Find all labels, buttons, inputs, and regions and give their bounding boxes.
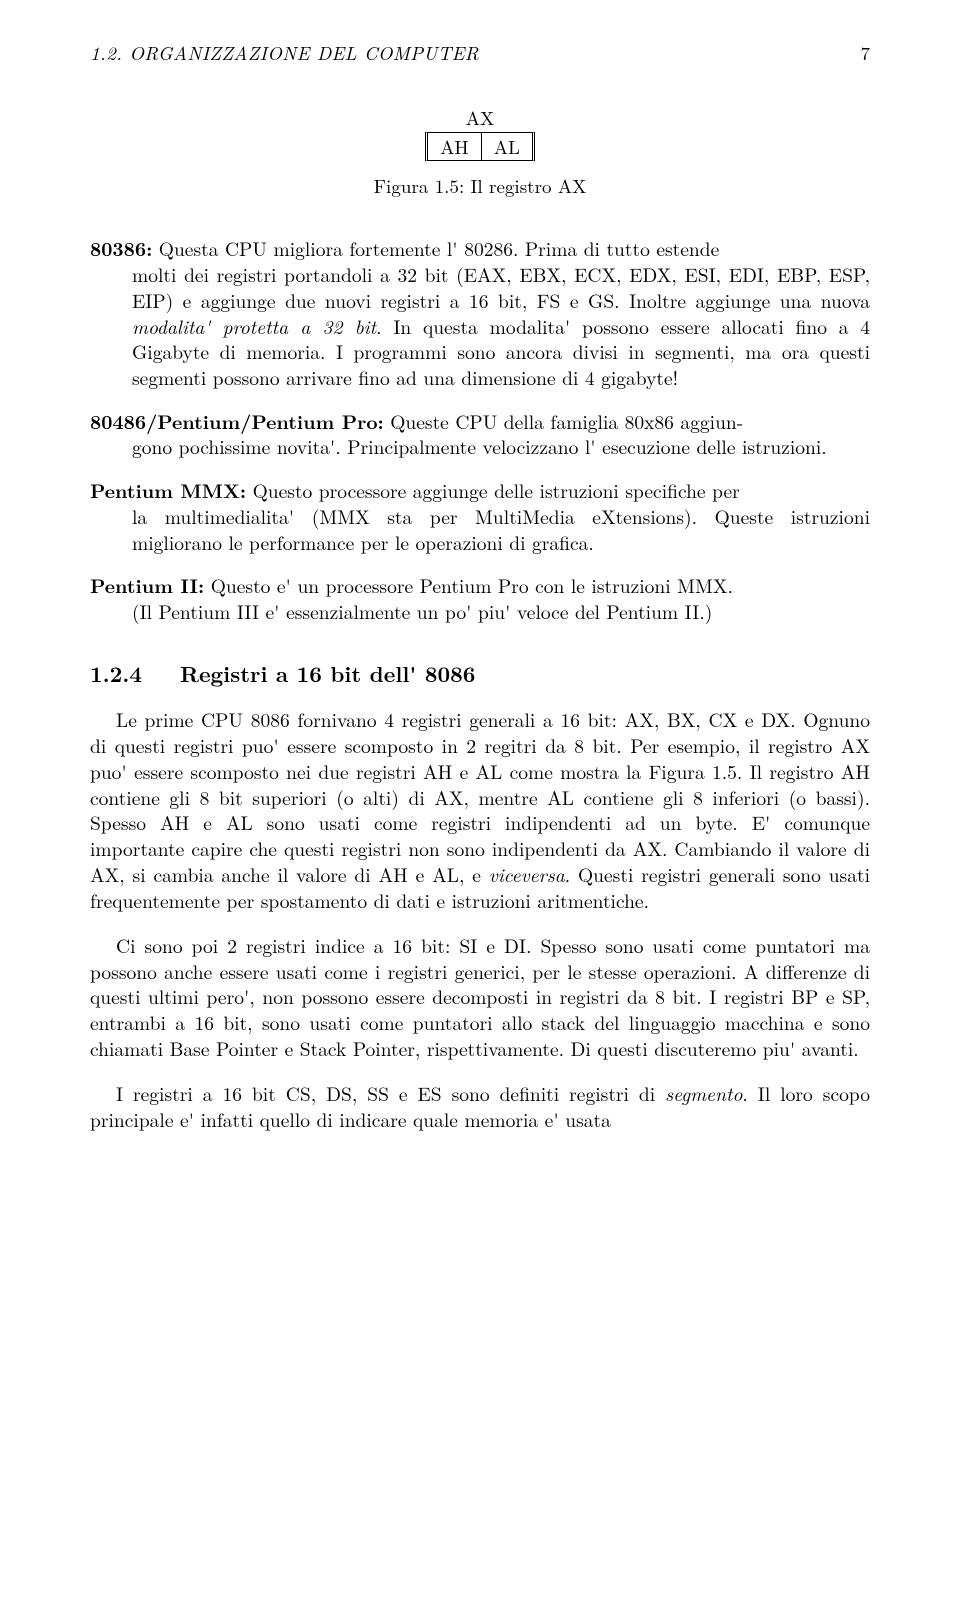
def-term: 80486/Pentium/Pentium Pro: [90,407,384,435]
paragraph-3: I registri a 16 bit CS, DS, SS e ES sono… [90,1081,870,1132]
para-emph: segmento [665,1079,742,1107]
paragraph-1: Le prime CPU 8086 fornivano 4 registri g… [90,707,870,913]
def-body-text: (Il Pentium III e' essenzialmente un po'… [132,597,712,625]
def-body-text: molti dei registri portandoli a 32 bit (… [132,260,870,314]
subsection-heading: 1.2.4 Registri a 16 bit dell' 8086 [90,659,870,688]
subsection-number: 1.2.4 [90,658,142,689]
def-body-text: la multimedialita' (MMX sta per MultiMed… [132,502,870,556]
register-cells-row: AH AL [425,132,535,161]
page-number: 7 [860,40,870,65]
def-body: (Il Pentium III e' essenzialmente un po'… [90,599,870,625]
def-lead: Questo e' un processore Pentium Pro con … [204,571,733,599]
def-pentium-ii: Pentium II: Questo e' un processore Pent… [90,573,870,624]
figure-ax-register: AX AH AL Figura 1.5: Il registro AX [90,105,870,198]
para-text: I registri a 16 bit CS, DS, SS e ES sono… [116,1079,665,1107]
def-lead: Queste CPU della famiglia 80x86 aggiun- [384,407,744,435]
subsection-title-text: Registri a 16 bit dell' 8086 [180,658,475,689]
para-emph: viceversa [489,860,565,888]
def-term: Pentium MMX: [90,476,246,504]
def-body-emph: modalita' protetta a 32 bit [132,312,376,340]
para-text: Ci sono poi 2 registri indice a 16 bit: … [90,931,870,1062]
def-term: 80386: [90,234,152,262]
def-body: la multimedialita' (MMX sta per MultiMed… [90,504,870,555]
running-head-section: 1.2. ORGANIZZAZIONE DEL COMPUTER [90,40,479,65]
register-cell-ah: AH [428,133,481,160]
def-lead: Questo processore aggiunge delle istruzi… [246,476,740,504]
def-body-text: gono pochissime novita'. Principalmente … [132,432,827,460]
register-diagram: AX AH AL [425,105,535,161]
def-term: Pentium II: [90,571,204,599]
register-cell-al: AL [481,133,532,160]
page-header: 1.2. ORGANIZZAZIONE DEL COMPUTER 7 [90,40,870,65]
def-body: gono pochissime novita'. Principalmente … [90,434,870,460]
def-lead: Questa CPU migliora fortemente l' 80286.… [152,234,719,262]
definition-list: 80386: Questa CPU migliora fortemente l'… [90,236,870,625]
def-80386: 80386: Questa CPU migliora fortemente l'… [90,236,870,390]
def-body: molti dei registri portandoli a 32 bit (… [90,262,870,391]
def-80486: 80486/Pentium/Pentium Pro: Queste CPU de… [90,409,870,460]
figure-caption: Figura 1.5: Il registro AX [90,173,870,198]
def-pentium-mmx: Pentium MMX: Questo processore aggiunge … [90,478,870,555]
paragraph-2: Ci sono poi 2 registri indice a 16 bit: … [90,933,870,1062]
register-label-ax: AX [425,105,535,130]
